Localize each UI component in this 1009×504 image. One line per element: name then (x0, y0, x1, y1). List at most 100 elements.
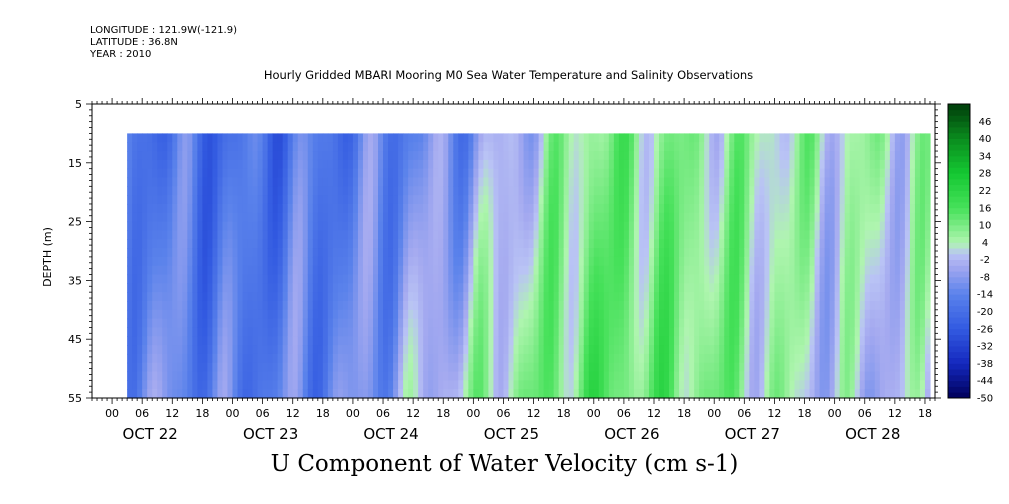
heatmap-cell (362, 239, 369, 249)
heatmap-cell (157, 195, 163, 205)
heatmap-cell (503, 239, 510, 249)
heatmap-cell (137, 283, 143, 293)
heatmap-cell (684, 345, 690, 355)
heatmap-cell (859, 300, 866, 311)
heatmap-cell (262, 177, 269, 187)
heatmap-cell (187, 309, 193, 320)
heatmap-cell (212, 318, 219, 329)
heatmap-cell (689, 336, 695, 346)
heatmap-cell (528, 265, 535, 276)
heatmap-cell (352, 292, 359, 302)
heatmap-cell (769, 380, 776, 390)
heatmap-cell (729, 274, 735, 284)
heatmap-cell (398, 256, 404, 267)
heatmap-cell (373, 239, 379, 249)
heatmap-cell (799, 283, 806, 293)
heatmap-cell (844, 283, 851, 293)
heatmap-cell (824, 195, 831, 205)
heatmap-cell (593, 133, 600, 143)
heatmap-cell (448, 265, 454, 276)
heatmap-cell (272, 168, 279, 179)
heatmap-cell (518, 177, 525, 187)
heatmap-cell (729, 300, 735, 311)
heatmap-cell (814, 256, 821, 267)
heatmap-cell (538, 380, 545, 390)
heatmap-cell (899, 159, 906, 170)
heatmap-cell (593, 318, 600, 329)
heatmap-cell (794, 336, 801, 346)
heatmap-cell (588, 371, 595, 381)
heatmap-cell (844, 327, 851, 337)
heatmap-cell (172, 221, 178, 232)
heatmap-cell (553, 186, 560, 196)
heatmap-cell (764, 177, 771, 187)
heatmap-cell (177, 186, 183, 196)
heatmap-cell (523, 256, 530, 267)
heatmap-cell (157, 159, 163, 170)
heatmap-cell (282, 177, 289, 187)
heatmap-cell (322, 159, 329, 170)
heatmap-cell (864, 345, 871, 355)
heatmap-cell (533, 362, 540, 373)
heatmap-cell (538, 168, 545, 179)
heatmap-cell (262, 186, 269, 196)
heatmap-cell (749, 159, 755, 170)
heatmap-cell (809, 142, 816, 152)
heatmap-cell (167, 327, 173, 337)
heatmap-cell (558, 318, 565, 329)
heatmap-cell (428, 248, 434, 258)
heatmap-cell (568, 283, 575, 293)
heatmap-cell (373, 283, 379, 293)
heatmap-cell (859, 212, 866, 223)
heatmap-cell (132, 221, 138, 232)
heatmap-cell (588, 362, 595, 373)
heatmap-cell (383, 345, 389, 355)
heatmap-cell (518, 195, 525, 205)
heatmap-cell (222, 151, 229, 161)
heatmap-cell (814, 230, 821, 240)
heatmap-cell (202, 239, 209, 249)
heatmap-cell (709, 168, 715, 179)
heatmap-cell (458, 195, 464, 205)
heatmap-cell (277, 292, 284, 302)
heatmap-cell (302, 371, 309, 381)
heatmap-cell (383, 239, 389, 249)
heatmap-cell (598, 159, 605, 170)
heatmap-cell (784, 265, 791, 276)
heatmap-cell (508, 203, 515, 214)
heatmap-cell (257, 177, 264, 187)
heatmap-cell (779, 327, 786, 337)
heatmap-cell (734, 256, 740, 267)
heatmap-cell (413, 389, 419, 399)
heatmap-cell (849, 159, 856, 170)
heatmap-cell (332, 336, 339, 346)
heatmap-cell (167, 256, 173, 267)
heatmap-cell (633, 168, 640, 179)
heatmap-cell (608, 195, 615, 205)
heatmap-cell (302, 142, 309, 152)
heatmap-cell (443, 159, 449, 170)
heatmap-cell (262, 274, 269, 284)
heatmap-cell (563, 283, 570, 293)
heatmap-cell (904, 221, 911, 232)
heatmap-cell (162, 300, 168, 311)
heatmap-cell (418, 256, 424, 267)
heatmap-cell (463, 371, 469, 381)
heatmap-cell (548, 159, 555, 170)
heatmap-cell (513, 362, 520, 373)
heatmap-cell (764, 371, 771, 381)
heatmap-cell (679, 248, 685, 258)
heatmap-cell (779, 389, 786, 399)
heatmap-cell (879, 353, 886, 364)
heatmap-cell (854, 151, 861, 161)
heatmap-cell (894, 300, 901, 311)
heatmap-cell (854, 371, 861, 381)
heatmap-cell (212, 371, 219, 381)
heatmap-cell (292, 309, 299, 320)
heatmap-cell (518, 256, 525, 267)
heatmap-cell (337, 256, 344, 267)
heatmap-cell (734, 195, 740, 205)
heatmap-cell (468, 256, 474, 267)
heatmap-cell (583, 283, 590, 293)
heatmap-cell (347, 230, 354, 240)
